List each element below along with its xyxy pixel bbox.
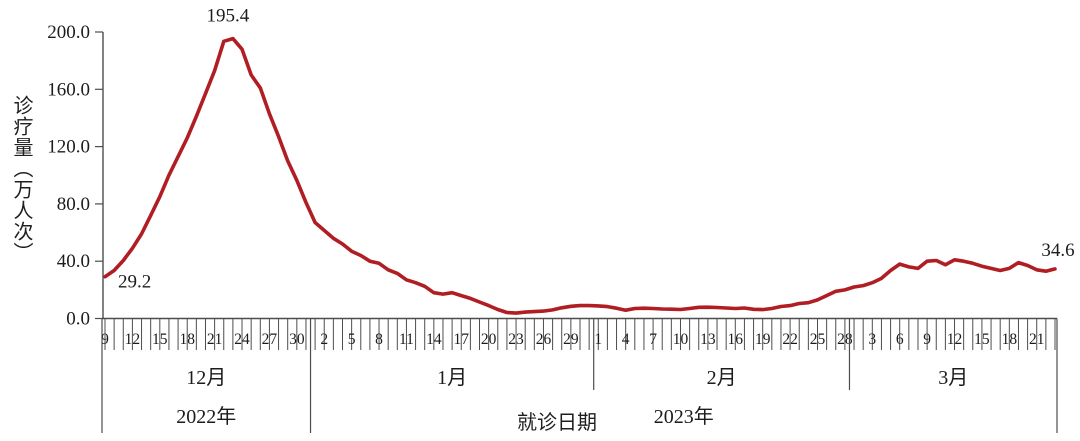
x-tick-label: 20 xyxy=(481,331,497,348)
x-tick-label: 27 xyxy=(262,331,278,348)
x-tick-label: 10 xyxy=(673,331,689,348)
y-tick-label: 120.0 xyxy=(47,137,90,158)
data-point-annotation: 34.6 xyxy=(1041,240,1074,261)
month-label: 12月 xyxy=(186,367,226,389)
series-line xyxy=(103,36,1057,315)
x-tick-label: 17 xyxy=(454,331,470,348)
x-tick-label: 12 xyxy=(947,331,963,348)
month-label: 3月 xyxy=(938,367,968,389)
data-point-annotation: 29.2 xyxy=(118,272,151,293)
x-axis-title: 就诊日期 xyxy=(517,412,597,434)
x-tick-label: 21 xyxy=(207,331,223,348)
x-tick-label: 1 xyxy=(594,331,602,348)
x-tick-label: 14 xyxy=(426,331,442,348)
x-tick-label: 24 xyxy=(234,331,250,348)
y-tick-label: 40.0 xyxy=(57,251,90,272)
x-tick-label: 3 xyxy=(868,331,876,348)
month-label: 1月 xyxy=(437,367,467,389)
x-tick-label: 29 xyxy=(563,331,579,348)
data-point-annotation: 195.4 xyxy=(207,6,250,27)
year-label: 2023年 xyxy=(654,405,714,428)
x-tick-label: 9 xyxy=(101,331,109,348)
x-tick-label: 28 xyxy=(837,331,853,348)
x-tick-label: 25 xyxy=(810,331,826,348)
x-tick-label: 18 xyxy=(179,331,195,348)
x-tick-label: 16 xyxy=(728,331,744,348)
x-tick-label: 7 xyxy=(649,331,657,348)
x-tick-label: 18 xyxy=(1002,331,1018,348)
x-tick-label: 26 xyxy=(536,331,552,348)
x-tick-label: 6 xyxy=(896,331,904,348)
x-tick-label: 15 xyxy=(152,331,168,348)
x-tick-label: 22 xyxy=(782,331,798,348)
month-label: 2月 xyxy=(707,367,737,389)
x-tick-label: 8 xyxy=(375,331,383,348)
x-tick-label: 21 xyxy=(1029,331,1045,348)
year-label: 2022年 xyxy=(176,405,236,428)
y-tick-label: 200.0 xyxy=(47,22,90,43)
x-tick-label: 23 xyxy=(508,331,524,348)
y-axis-title: 诊疗量（万人次） xyxy=(10,95,32,263)
y-tick-label: 80.0 xyxy=(57,194,90,215)
x-tick-label: 11 xyxy=(399,331,414,348)
y-tick-label: 160.0 xyxy=(47,79,90,100)
x-tick-label: 15 xyxy=(974,331,990,348)
x-tick-label: 30 xyxy=(289,331,305,348)
y-tick-label: 0.0 xyxy=(66,309,90,330)
x-tick-label: 5 xyxy=(348,331,356,348)
x-tick-label: 9 xyxy=(923,331,931,348)
x-tick-label: 12 xyxy=(125,331,141,348)
x-tick-label: 2 xyxy=(320,331,328,348)
x-tick-label: 19 xyxy=(755,331,771,348)
x-tick-label: 13 xyxy=(700,331,716,348)
x-tick-label: 4 xyxy=(622,331,630,348)
